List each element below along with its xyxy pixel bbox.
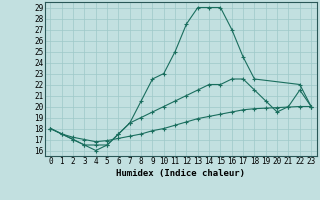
X-axis label: Humidex (Indice chaleur): Humidex (Indice chaleur) bbox=[116, 169, 245, 178]
